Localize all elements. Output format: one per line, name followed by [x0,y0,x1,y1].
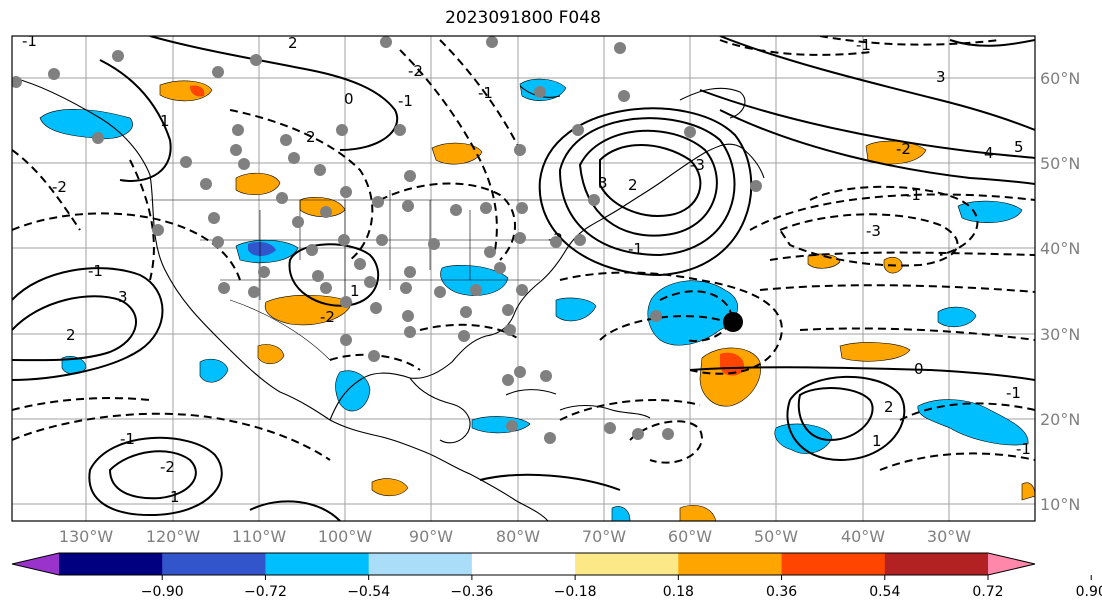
contour-labels: 3 5 4 3 2 2 3 2 2 1 1 2 1 1 0 0 -1 -1 -2… [22,32,1031,506]
colorbar-tick-label: −0.54 [347,584,390,600]
contour-label: -1 [398,92,413,110]
contour-label: 2 [628,176,638,194]
dashed-contours [12,36,1035,471]
colorbar-outline [11,552,1036,576]
contour-label: -1 [1016,440,1031,458]
map-border [11,35,1036,522]
contour-label: -1 [22,32,37,50]
contour-label: 1 [872,432,882,450]
contour-label: -2 [160,458,175,476]
colorbar-cell [781,553,886,575]
contour-label: 2 [66,326,76,344]
lat-tick-label: 20°N [1040,410,1080,429]
colorbar-cell [471,553,576,575]
lat-tick-label: 50°N [1040,154,1080,173]
contour-label: 5 [1014,138,1024,156]
colorbar-tick-label: 0.90 [1076,584,1102,600]
contour-label: -3 [866,222,881,240]
longitude-labels: 130°W 120°W 110°W 100°W 90°W 80°W 70°W 6… [59,527,971,546]
contour-label: 0 [344,90,354,108]
contour-label: -1 [88,262,103,280]
map-title: 2023091800 F048 [445,8,601,28]
contour-label: 1 [350,282,360,300]
lon-tick-label: 50°W [754,527,798,546]
colorbar-cell [265,553,370,575]
lat-tick-label: 10°N [1040,495,1080,514]
contour-label: 4 [984,144,994,162]
lon-tick-label: 80°W [496,527,540,546]
colorbar-tick-label: −0.90 [141,584,184,600]
lon-tick-label: 110°W [232,527,287,546]
lon-tick-label: 60°W [668,527,712,546]
colorbar-tick-label: 0.36 [766,584,797,600]
colorbar-tick-label: 0.72 [972,584,1003,600]
contour-label: -2 [320,308,335,326]
lon-tick-label: 90°W [409,527,453,546]
lon-tick-label: 70°W [582,527,626,546]
latitude-labels: 60°N 50°N 40°N 30°N 20°N 10°N [1040,69,1080,514]
graticule [12,36,1035,521]
colorbar-cell [368,553,473,575]
lon-tick-label: 100°W [318,527,373,546]
lat-tick-label: 60°N [1040,69,1080,88]
contour-label: 1 [160,112,170,130]
contour-label: 0 [914,360,924,378]
contour-label: 2 [306,128,316,146]
colorbar-cell [678,553,783,575]
storm-center-marker [723,312,743,332]
colorbar-cell [162,553,266,575]
colorbar-cell [884,553,989,575]
contour-label: -2 [408,62,423,80]
contour-label: 3 [118,288,128,306]
colorbar-tick-label: −0.36 [450,584,493,600]
contour-label: -1 [856,36,871,54]
colorbar-tick-label: 0.54 [869,584,900,600]
contour-label: -2 [896,140,911,158]
shaded-anomalies [39,78,1035,521]
contour-label: -1 [1006,384,1021,402]
colorbar-tick-label: −0.72 [244,584,287,600]
lat-tick-label: 30°N [1040,325,1080,344]
colorbar-tick-label: −0.18 [554,584,597,600]
contour-label: -2 [52,178,67,196]
contour-label: 2 [884,398,894,416]
contour-label: -1 [628,240,643,258]
lon-tick-label: 40°W [841,527,885,546]
lon-tick-label: 130°W [59,527,114,546]
contour-label: 3 [936,68,946,86]
contour-label: -1 [478,84,493,102]
colorbar-tick-label: 0.18 [663,584,694,600]
contour-label: 1 [170,488,180,506]
contour-label: 3 [598,174,608,192]
lat-tick-label: 40°N [1040,239,1080,258]
lon-tick-label: 30°W [927,527,971,546]
lon-tick-label: 120°W [146,527,201,546]
contour-label: -1 [906,186,921,204]
colorbar-cell [59,553,163,575]
colorbar-extend-low [12,553,59,575]
contour-label: -3 [690,156,705,174]
contour-label: 2 [288,34,298,52]
colorbar-cell [575,553,679,575]
station-dots [12,36,762,444]
contour-label: -1 [120,430,135,448]
colorbar: −0.90 −0.72 −0.54 −0.36 −0.18 0.18 0.36 0.54 0.7… [11,552,1102,600]
colorbar-extend-high [988,553,1035,575]
solid-contours [12,36,1035,521]
